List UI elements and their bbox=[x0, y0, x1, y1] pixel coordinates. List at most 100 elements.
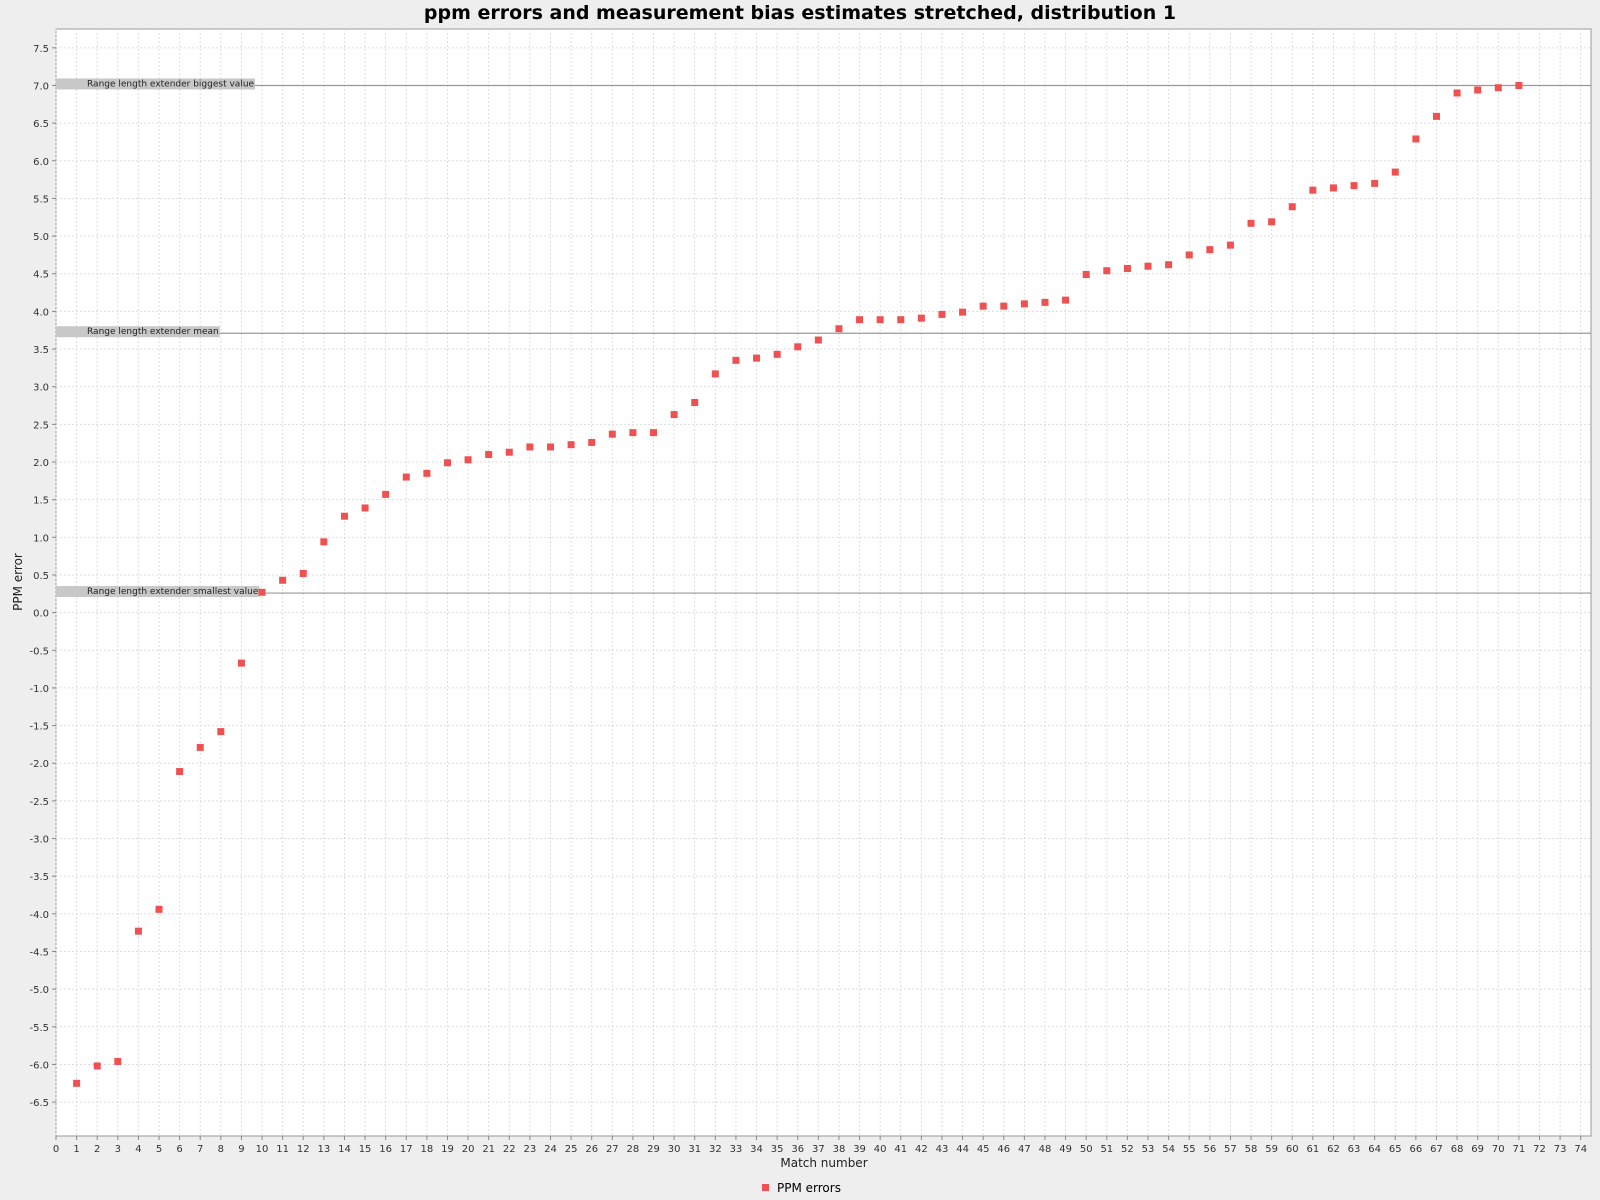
y-tick-label: 6.0 bbox=[33, 157, 49, 168]
data-point bbox=[134, 927, 142, 935]
data-point bbox=[320, 538, 328, 546]
data-point bbox=[835, 325, 843, 333]
y-tick-label: -3.0 bbox=[29, 835, 49, 846]
legend-label: PPM errors bbox=[777, 1181, 841, 1195]
x-tick-label: 71 bbox=[1513, 1144, 1526, 1155]
data-point bbox=[1453, 89, 1461, 97]
data-point bbox=[1412, 135, 1420, 143]
y-tick-label: -1.5 bbox=[29, 722, 49, 733]
x-tick-label: 11 bbox=[276, 1144, 289, 1155]
x-axis-ticks: 0 1 2 3 4 5 6 7 8 9 10 11 12 13 14 15 16 17 18 19 20 21 22 23 24… bbox=[53, 1136, 1587, 1155]
y-tick-label: 5.0 bbox=[33, 232, 49, 243]
x-tick-label: 25 bbox=[565, 1144, 578, 1155]
y-axis-label: PPM error bbox=[11, 553, 25, 611]
x-tick-label: 2 bbox=[94, 1144, 100, 1155]
y-tick-label: -2.5 bbox=[29, 797, 49, 808]
data-point bbox=[629, 429, 637, 437]
data-point bbox=[361, 504, 369, 512]
x-tick-label: 5 bbox=[156, 1144, 162, 1155]
x-tick-label: 8 bbox=[218, 1144, 224, 1155]
data-point bbox=[196, 743, 204, 751]
x-tick-label: 35 bbox=[771, 1144, 784, 1155]
x-tick-label: 62 bbox=[1327, 1144, 1340, 1155]
data-point bbox=[1082, 270, 1090, 278]
data-point bbox=[1494, 84, 1502, 92]
data-point bbox=[237, 659, 245, 667]
data-point bbox=[1041, 298, 1049, 306]
x-tick-label: 1 bbox=[73, 1144, 79, 1155]
y-tick-label: -0.5 bbox=[29, 646, 49, 657]
x-tick-label: 74 bbox=[1574, 1144, 1587, 1155]
data-point bbox=[485, 450, 493, 458]
data-point bbox=[1247, 219, 1255, 227]
y-tick-label: 4.0 bbox=[33, 307, 49, 318]
y-tick-label: 3.5 bbox=[33, 345, 49, 356]
x-tick-label: 33 bbox=[730, 1144, 743, 1155]
x-tick-label: 66 bbox=[1409, 1144, 1422, 1155]
x-tick-label: 34 bbox=[750, 1144, 763, 1155]
data-point bbox=[1268, 218, 1276, 226]
data-point bbox=[1185, 251, 1193, 259]
legend: PPM errors bbox=[762, 1181, 841, 1195]
x-tick-label: 10 bbox=[256, 1144, 269, 1155]
data-point bbox=[176, 768, 184, 776]
data-point bbox=[897, 316, 905, 324]
data-point bbox=[1329, 184, 1337, 192]
data-point bbox=[670, 411, 678, 419]
x-tick-label: 51 bbox=[1100, 1144, 1113, 1155]
legend-marker bbox=[762, 1184, 769, 1191]
data-point bbox=[1103, 267, 1111, 275]
x-tick-label: 63 bbox=[1348, 1144, 1361, 1155]
data-point bbox=[753, 354, 761, 362]
y-tick-label: -5.5 bbox=[29, 1023, 49, 1034]
data-point bbox=[423, 469, 431, 477]
x-tick-label: 18 bbox=[421, 1144, 434, 1155]
y-tick-label: 2.5 bbox=[33, 420, 49, 431]
x-tick-label: 40 bbox=[874, 1144, 887, 1155]
x-tick-label: 13 bbox=[317, 1144, 330, 1155]
y-tick-label: -4.5 bbox=[29, 948, 49, 959]
data-point bbox=[711, 370, 719, 378]
x-tick-label: 26 bbox=[585, 1144, 598, 1155]
data-point bbox=[917, 314, 925, 322]
x-tick-label: 70 bbox=[1492, 1144, 1505, 1155]
data-point bbox=[876, 316, 884, 324]
data-point bbox=[1371, 179, 1379, 187]
x-tick-label: 52 bbox=[1121, 1144, 1134, 1155]
data-point bbox=[114, 1057, 122, 1065]
x-tick-label: 31 bbox=[688, 1144, 701, 1155]
x-tick-label: 48 bbox=[1039, 1144, 1052, 1155]
x-tick-label: 29 bbox=[647, 1144, 660, 1155]
y-axis-ticks: 7.5 7.0 6.5 6.0 5.5 5.0 4.5 4.0 3.5 3.0 2.5 2.0 1.5 1… bbox=[29, 44, 56, 1109]
x-tick-label: 16 bbox=[379, 1144, 392, 1155]
data-point bbox=[464, 456, 472, 464]
x-tick-label: 68 bbox=[1451, 1144, 1464, 1155]
data-point bbox=[443, 459, 451, 467]
data-point bbox=[1144, 262, 1152, 270]
data-point bbox=[1226, 241, 1234, 249]
y-tick-label: 7.0 bbox=[33, 81, 49, 92]
data-point bbox=[1062, 296, 1070, 304]
x-tick-label: 46 bbox=[997, 1144, 1010, 1155]
range-markers: Range length extender biggest value Range… bbox=[56, 78, 1591, 598]
x-tick-label: 73 bbox=[1554, 1144, 1567, 1155]
data-point bbox=[279, 576, 287, 584]
data-point bbox=[382, 490, 390, 498]
x-tick-label: 43 bbox=[936, 1144, 949, 1155]
data-point bbox=[526, 443, 534, 451]
y-tick-label: 2.0 bbox=[33, 458, 49, 469]
data-point bbox=[979, 302, 987, 310]
data-point bbox=[588, 438, 596, 446]
data-point bbox=[1020, 300, 1028, 308]
x-tick-label: 53 bbox=[1142, 1144, 1155, 1155]
y-tick-label: -2.0 bbox=[29, 759, 49, 770]
y-tick-label: -6.5 bbox=[29, 1098, 49, 1109]
x-tick-label: 15 bbox=[359, 1144, 372, 1155]
data-point bbox=[959, 308, 967, 316]
data-point bbox=[546, 443, 554, 451]
range-marker-label: Range length extender smallest value bbox=[87, 587, 259, 597]
x-tick-label: 67 bbox=[1430, 1144, 1443, 1155]
range-marker-label-background bbox=[56, 326, 220, 338]
